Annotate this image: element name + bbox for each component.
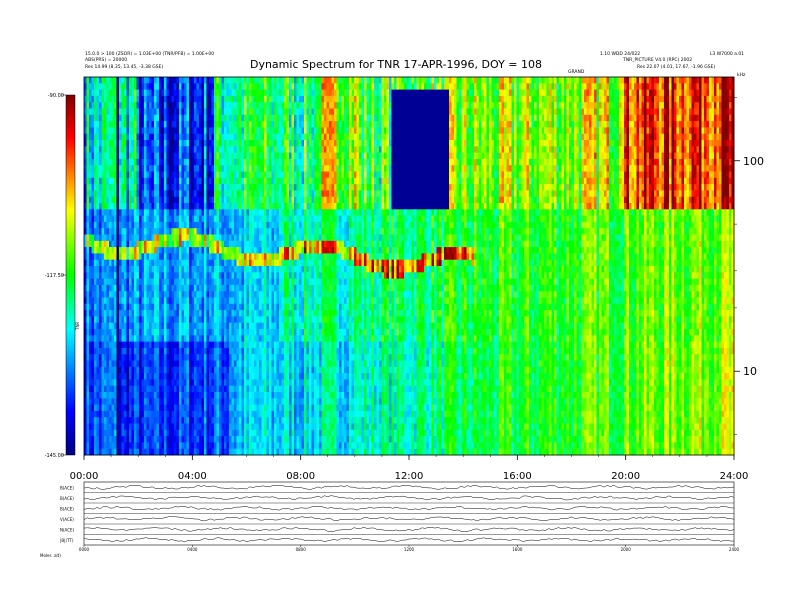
header-right-line1: 1.10 WDD 24/022 [600, 52, 641, 57]
colorbar-tick-label: -90.00 [48, 93, 64, 99]
panel-label: B(ACE) [60, 485, 74, 490]
chart-title: Dynamic Spectrum for TNR 17-APR-1996, DO… [249, 58, 542, 71]
header-center-small: GRAND [568, 70, 585, 75]
panel-label: B(ACE) [60, 506, 74, 511]
y-tick-label: 10 [743, 365, 757, 378]
panels-footer: Moles .alt) [40, 553, 61, 558]
panel-x-tick-label: 1600 [512, 547, 523, 552]
colorbar-tick-label: -145.00 [45, 453, 64, 459]
panel-trace [83, 526, 735, 532]
x-tick-label: 24:00 [720, 471, 749, 482]
panel-label: V(ACE) [60, 517, 74, 522]
panel-x-tick-label: 0400 [187, 547, 198, 552]
panel-label: |B|(TT) [60, 538, 74, 543]
header-right-line2: TNR_PICTURE V4.0 (RPC) 2002 [623, 58, 693, 63]
panel-x-tick-label: 1200 [404, 547, 415, 552]
panel-x-tick-label: 2400 [729, 547, 740, 552]
x-axis: 00:00 04:00 08:00 12:00 16:00 20:00 24:00 [70, 455, 749, 482]
colorbar-ticks: -90.00 -117.50 -145.00 [45, 93, 66, 459]
x-tick-label: 04:00 [178, 471, 207, 482]
colorbar-tick-label: -117.50 [45, 273, 64, 279]
x-tick-label: 12:00 [395, 471, 424, 482]
panel-trace [83, 495, 735, 501]
solar-wind-panels: B(ACE) B(ACE) B(ACE) V(ACE) N(ACE) |B|(TT) 000… [40, 481, 740, 558]
colorbar-label: TNR [75, 322, 80, 331]
spectrogram-plot [84, 77, 735, 456]
y-tick-label: 100 [743, 155, 764, 168]
x-tick-label: 00:00 [70, 471, 99, 482]
header-left-line2: ABS(PRS) = 20000 [85, 58, 128, 63]
panel-x-tick-label: 0800 [296, 547, 307, 552]
x-tick-label: 20:00 [611, 471, 640, 482]
panel-x-tick-label: 2000 [621, 547, 632, 552]
x-tick-label: 16:00 [503, 471, 532, 482]
header-left-line3: Res 14.99 (8.35, 13.45, -3.38 GSE) [85, 65, 164, 70]
colorbar [65, 94, 76, 456]
header-right-line3: Res 22.07 (4.01, 17.67, -1.96 GSE) [637, 65, 716, 70]
panel-label: N(ACE) [60, 527, 75, 532]
panel-x-tick-label: 0000 [79, 547, 90, 552]
header-left-line1: 15.0.0 > 100 (ZSOR) = 1.03E+00 (TNR/PFB)… [85, 52, 215, 57]
x-tick-label: 08:00 [286, 471, 315, 482]
panel-label: B(ACE) [60, 496, 74, 501]
y-axis-unit: kHz [737, 72, 746, 78]
y-axis: 100 10 [734, 97, 764, 435]
spectrogram-cell [84, 77, 87, 84]
header-far-right: L3 W7000 a.01 [710, 52, 745, 57]
panel-trace [83, 484, 735, 490]
panel-trace [83, 505, 735, 511]
panel-trace [83, 516, 735, 522]
panel-trace [83, 537, 735, 543]
